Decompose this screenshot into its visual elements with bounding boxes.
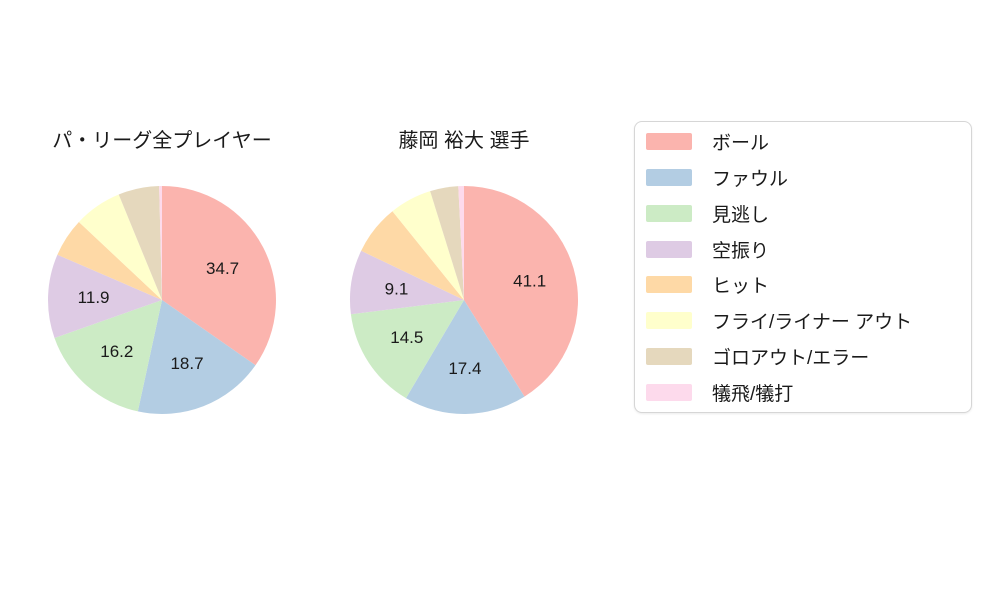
- pie-slice-6: [430, 186, 464, 300]
- pie-slice-2: [54, 300, 162, 412]
- pie-slice-7: [458, 185, 464, 300]
- legend-label: ゴロアウト/エラー: [712, 347, 870, 369]
- pie-slice-4: [361, 211, 464, 300]
- pie-slice-5: [392, 191, 464, 300]
- pie-slice-4: [57, 221, 162, 300]
- pie-slice-6: [118, 186, 162, 300]
- legend-item-6: ゴロアウト/エラー: [635, 339, 971, 375]
- pie-value-label: 9.1: [385, 280, 409, 299]
- pie-slice-3: [350, 250, 464, 315]
- pie-slice-0: [162, 186, 276, 366]
- legend-label: 空振り: [712, 240, 770, 262]
- legend-label: フライ/ライナー アウト: [712, 312, 913, 334]
- pie-slice-5: [78, 194, 162, 300]
- pie-value-label: 41.1: [513, 272, 546, 291]
- pie-slice-0: [464, 186, 579, 397]
- legend-swatch: [646, 276, 692, 294]
- legend-label: ファウル: [712, 169, 789, 191]
- legend-label: ボール: [712, 133, 770, 155]
- pie-value-label: 17.4: [448, 359, 481, 378]
- legend-item-1: ファウル: [635, 160, 971, 196]
- pie-slice-2: [350, 300, 464, 399]
- pie-value-label: 11.9: [78, 288, 110, 307]
- pie-chart-fujioka: 41.1 17.4 14.5 9.1: [350, 185, 579, 415]
- pie-value-label: 18.7: [170, 354, 203, 373]
- legend-item-5: フライ/ライナー アウト: [635, 303, 971, 339]
- legend-swatch: [646, 312, 692, 330]
- pie-value-label: 14.5: [390, 328, 423, 347]
- legend-item-4: ヒット: [635, 267, 971, 303]
- legend-swatch: [646, 347, 692, 365]
- pie-slice-7: [159, 186, 162, 300]
- legend-swatch: [646, 133, 692, 151]
- legend-swatch: [646, 169, 692, 187]
- legend-swatch: [646, 204, 692, 222]
- pie-slice-3: [48, 254, 162, 338]
- legend-item-0: ボール: [635, 124, 971, 160]
- chart-title-pa-league: パ・リーグ全プレイヤー: [52, 130, 272, 152]
- pie-slice-1: [137, 300, 256, 415]
- pie-value-label: 34.7: [206, 259, 239, 278]
- legend-item-7: 犠飛/犠打: [635, 374, 971, 410]
- legend-swatch: [646, 240, 692, 258]
- pie-slice-1: [405, 300, 525, 415]
- legend-item-2: 見逃し: [635, 196, 971, 232]
- pie-value-label: 16.2: [100, 342, 133, 361]
- legend: ボールファウル見逃し空振りヒットフライ/ライナー アウト ゴロアウト/エラー 犠飛/…: [634, 121, 972, 413]
- legend-label: ヒット: [712, 276, 770, 298]
- legend-item-3: 空振り: [635, 231, 971, 267]
- chart-title-fujioka: 藤岡 裕大 選手: [398, 130, 530, 152]
- legend-label: 犠飛/犠打: [712, 383, 794, 405]
- legend-label: 見逃し: [712, 204, 770, 226]
- pie-chart-pa-league: 34.7 18.7 16.2 11.9: [48, 186, 276, 415]
- legend-swatch: [646, 383, 692, 401]
